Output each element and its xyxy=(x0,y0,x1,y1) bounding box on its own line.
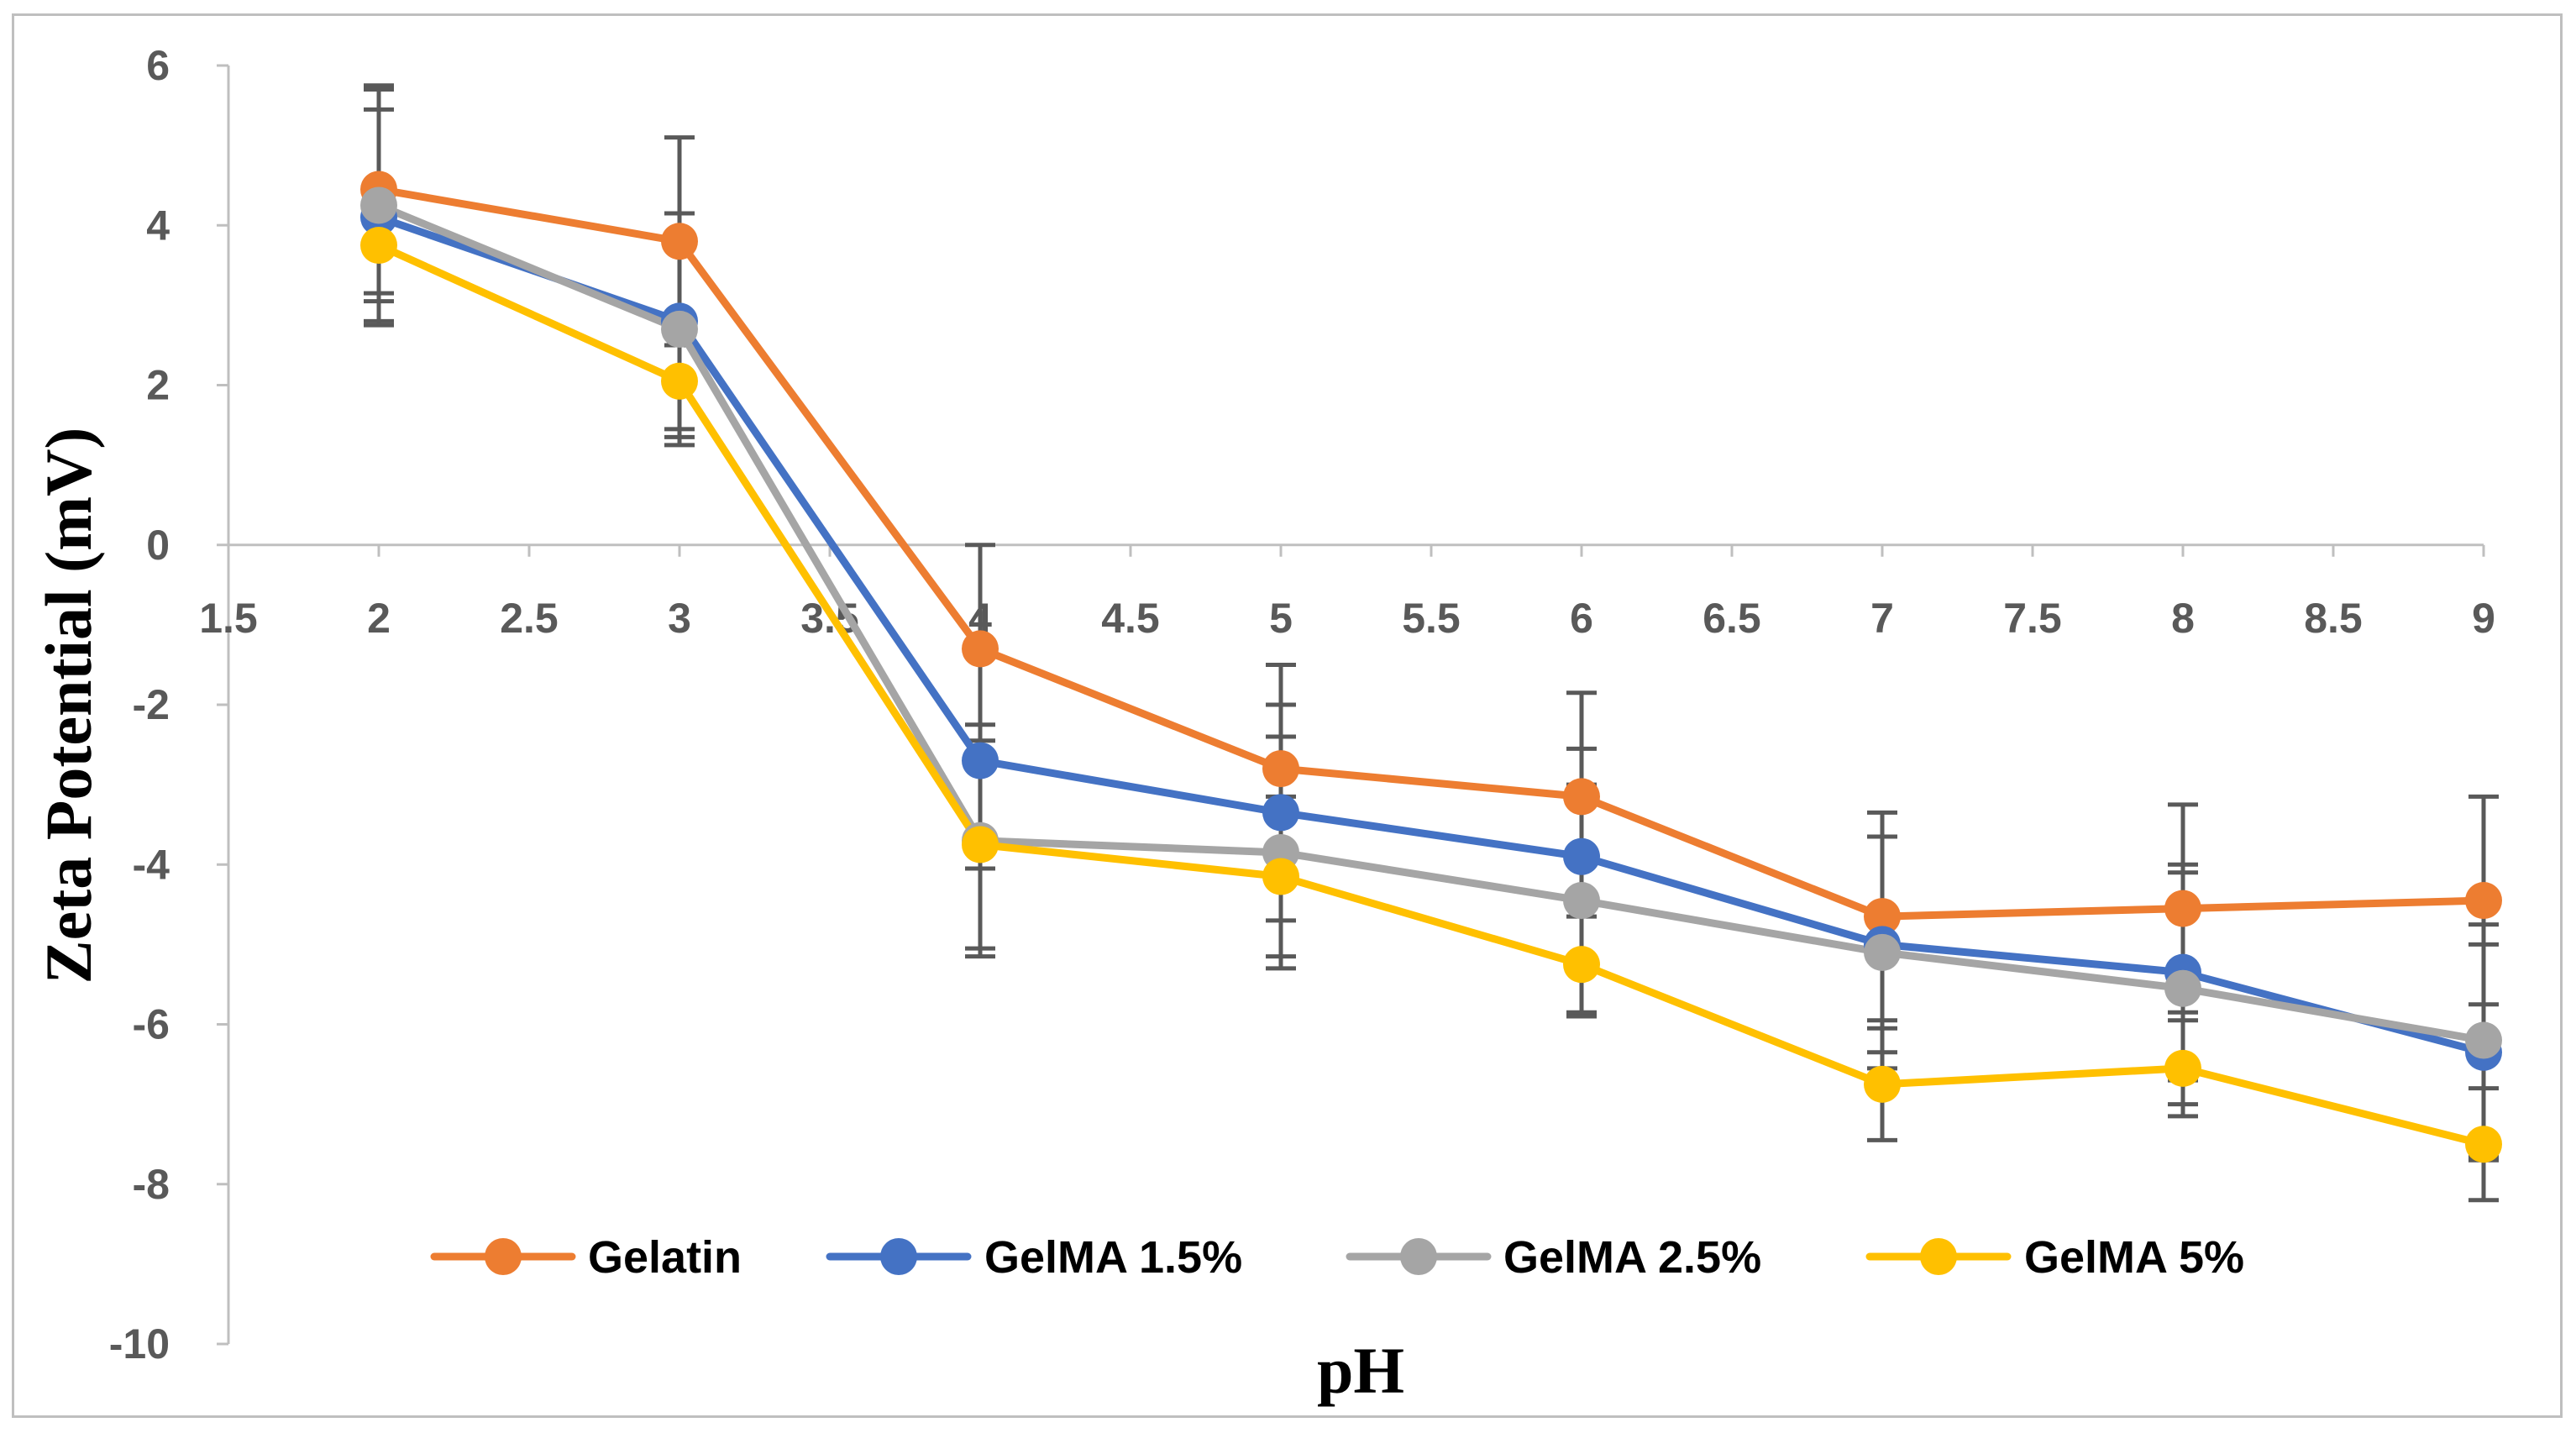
x-tick-label: 8.5 xyxy=(2304,595,2363,642)
data-point xyxy=(1262,750,1299,788)
x-tick-label: 1.5 xyxy=(199,595,258,642)
data-point xyxy=(1563,778,1600,816)
legend-label: GelMA 5% xyxy=(2024,1232,2244,1283)
data-point xyxy=(1563,946,1600,984)
y-tick-label: -2 xyxy=(133,681,170,728)
x-tick-label: 8 xyxy=(2171,595,2195,642)
y-tick-label: 0 xyxy=(146,522,170,569)
data-point xyxy=(962,742,999,779)
data-point xyxy=(1563,837,1600,875)
data-point xyxy=(1262,858,1299,895)
y-tick-label: 2 xyxy=(146,362,170,409)
legend-label: Gelatin xyxy=(588,1232,742,1283)
x-tick-label: 3 xyxy=(668,595,691,642)
y-tick-label: -10 xyxy=(109,1320,170,1367)
y-tick-label: -4 xyxy=(133,841,171,888)
data-point xyxy=(2465,1021,2502,1059)
data-point xyxy=(1864,898,1901,936)
y-axis-title: Zeta Potential (mV) xyxy=(32,428,105,984)
axes xyxy=(217,64,2485,1346)
series-line-gelma-1-5- xyxy=(375,213,2488,1057)
data-point xyxy=(2164,969,2201,1007)
data-point xyxy=(1864,933,1901,971)
y-tick-label: 4 xyxy=(146,202,170,249)
x-tick-label: 2.5 xyxy=(500,595,559,642)
data-point xyxy=(962,826,999,863)
legend-label: GelMA 1.5% xyxy=(984,1232,1242,1283)
series-lines xyxy=(375,185,2488,1148)
series-line-gelatin xyxy=(375,185,2488,921)
legend-label: GelMA 2.5% xyxy=(1503,1232,1761,1283)
x-tick-label: 5.5 xyxy=(1402,595,1461,642)
data-point xyxy=(1563,882,1600,920)
series-line-gelma-5- xyxy=(375,241,2488,1148)
data-points xyxy=(360,171,2502,1163)
data-point xyxy=(360,186,397,224)
data-point xyxy=(360,227,397,265)
y-tick-label: -6 xyxy=(133,1001,170,1048)
x-tick-label: 5 xyxy=(1269,595,1293,642)
legend-swatch-marker xyxy=(1400,1238,1437,1275)
chart-frame xyxy=(12,13,2563,1418)
legend-swatch-marker xyxy=(485,1238,522,1275)
data-point xyxy=(661,223,698,260)
legend-swatch-marker xyxy=(880,1238,917,1275)
data-point xyxy=(1262,794,1299,832)
data-point xyxy=(661,362,698,400)
x-tick-label: 4.5 xyxy=(1101,595,1160,642)
data-point xyxy=(962,630,999,668)
x-tick-label: 7 xyxy=(1870,595,1894,642)
legend-swatch-marker xyxy=(1920,1238,1957,1275)
x-tick-label: 7.5 xyxy=(2003,595,2062,642)
data-point xyxy=(2465,882,2502,920)
x-tick-label: 6.5 xyxy=(1702,595,1761,642)
legend: Gelatin GelMA 1.5% GelMA 2.5% GelMA 5% xyxy=(430,1232,2244,1283)
x-tick-label: 2 xyxy=(367,595,391,642)
data-point xyxy=(2164,1049,2201,1087)
data-point xyxy=(1864,1065,1901,1103)
data-point xyxy=(2465,1126,2502,1163)
y-tick-label: 6 xyxy=(146,42,170,89)
x-tick-label: 6 xyxy=(1570,595,1593,642)
data-point xyxy=(2164,890,2201,927)
x-tick-label: 9 xyxy=(2472,595,2495,642)
x-axis-title: pH xyxy=(1317,1334,1404,1407)
y-tick-label: -8 xyxy=(133,1161,170,1208)
data-point xyxy=(661,310,698,348)
series-line-gelma-2-5- xyxy=(375,201,2488,1045)
